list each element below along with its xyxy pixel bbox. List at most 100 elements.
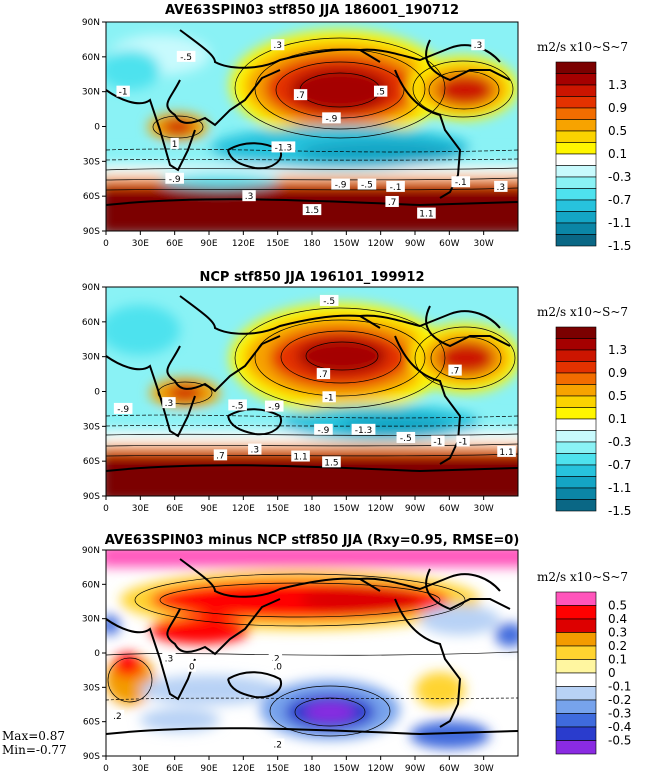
p1-contour-label: 1 [172, 140, 178, 150]
p3-ytick-label: 60S [83, 718, 100, 728]
panel2-unit-label: m2/s x10~S~7 [537, 305, 628, 319]
p2-xtick-label: 90W [405, 504, 425, 514]
p2-contour-label: .3 [250, 446, 259, 456]
p2-contour-label-bg [351, 423, 376, 435]
p1-contour-label-bg [417, 207, 436, 219]
p1-contour-label: -.9 [169, 175, 181, 185]
p2-xtick-label: 120W [368, 504, 394, 514]
p3-colorbar-swatch [555, 686, 597, 701]
p2-contour-label: .7 [319, 370, 328, 380]
p3-contour-label: 0 [189, 663, 195, 673]
p3-xtick-label: 150E [266, 764, 289, 774]
max-stat: Max=0.87 [2, 729, 65, 743]
p2-contour-label: 1.1 [293, 453, 307, 463]
p2-contour-label: .3 [165, 399, 174, 409]
p3-colorbar-swatch [555, 632, 597, 647]
p1-colorbar-label: 0.5 [608, 124, 627, 138]
p2-colorbar-label: 1.3 [608, 343, 627, 357]
p2-colorbar-swatch [555, 361, 597, 374]
p2-contour-label: -.5 [232, 401, 244, 411]
p2-contour-label: -.9 [268, 403, 280, 413]
p2-contour-label-bg [497, 445, 516, 457]
p2-colorbar-swatch [555, 487, 597, 500]
p1-contour-label-bg [385, 195, 399, 207]
p3-xtick-label: 90W [405, 764, 425, 774]
p2-colorbar-swatch [555, 430, 597, 443]
p2-ytick-label: 30S [83, 422, 100, 432]
min-stat: Min=-0.77 [2, 743, 67, 757]
p3-colorbar-swatch [555, 713, 597, 728]
panel3-map [106, 550, 518, 756]
p2-contour-label: -.9 [117, 405, 129, 415]
p3-xtick-label: 30W [473, 764, 493, 774]
p1-ytick-label: 0 [94, 123, 100, 133]
p1-contour-label-bg [386, 180, 405, 192]
p3-contour-label: .2 [113, 712, 122, 722]
p1-ytick-label: 90N [82, 18, 100, 28]
p1-xtick-label: 30W [473, 239, 493, 249]
p3-colorbar-label: 0.2 [608, 639, 627, 653]
p1-xtick-label: 60W [439, 239, 459, 249]
p1-xtick-label: 30E [132, 239, 149, 249]
p1-ytick-label: 90S [83, 227, 100, 237]
p2-ytick-label: 0 [94, 388, 100, 398]
p2-contour-label-bg [319, 294, 339, 306]
p1-colorbar-swatch [555, 107, 597, 120]
p2-colorbar-swatch [555, 338, 597, 351]
p1-contour-label: 1.1 [419, 210, 433, 220]
p1-contour-label-bg [242, 190, 256, 202]
p2-xtick-label: 60E [166, 504, 183, 514]
p3-colorbar-swatch [555, 591, 597, 606]
p3-contour-label-bg [268, 652, 283, 664]
p3-colorbar-label: -0.3 [608, 707, 631, 721]
p1-ytick-label: 30S [83, 157, 100, 167]
p3-contour-label-bg [270, 660, 285, 672]
p2-ytick-label: 60S [83, 457, 100, 467]
p1-xtick-label: 120W [368, 239, 394, 249]
p1-ytick-label: 30N [82, 88, 100, 98]
p1-contour-label-bg [357, 178, 377, 190]
panel3-atlantic-negative [420, 605, 500, 635]
p2-colorbar-swatch [555, 395, 597, 408]
panel3-title: AVE63SPIN03 minus NCP stf850 JJA (Rxy=0.… [105, 533, 520, 548]
p3-xtick-label: 120E [232, 764, 255, 774]
p2-colorbar-label: -0.7 [608, 458, 631, 472]
p2-xtick-label: 60W [439, 504, 459, 514]
p2-colorbar-swatch [555, 476, 597, 489]
p2-contour-label-bg [322, 391, 336, 403]
p1-contour-label: .7 [296, 91, 305, 101]
p3-contour-label-bg [110, 709, 125, 721]
p3-contour-label-bg [162, 652, 176, 664]
p1-contour-label: -.5 [361, 181, 373, 191]
p2-xtick-label: 120E [232, 504, 255, 514]
panel1-title: AVE63SPIN03 stf850 JJA 186001_190712 [165, 3, 459, 18]
p1-colorbar-swatch [555, 84, 597, 97]
p2-xtick-label: 30W [473, 504, 493, 514]
p1-contour-label: -.9 [326, 114, 338, 124]
p1-xtick-label: 150W [333, 239, 359, 249]
p2-contour-label-bg [316, 368, 331, 380]
p3-xtick-label: 0 [103, 764, 109, 774]
p3-colorbar-label: 0.3 [608, 626, 627, 640]
p2-xtick-label: 90E [200, 504, 217, 514]
p1-colorbar-label: -1.5 [608, 239, 631, 253]
p3-colorbar-label: -0.1 [608, 680, 631, 694]
panel3-coastlines [106, 558, 518, 736]
p2-xtick-label: 180 [303, 504, 320, 514]
p1-xtick-label: 60E [166, 239, 183, 249]
p1-ytick-label: 60S [83, 192, 100, 202]
p3-contour-label-bg [270, 738, 285, 750]
p3-colorbar-swatch [555, 605, 597, 620]
p1-contour-label-bg [116, 85, 130, 97]
p1-colorbar-swatch [555, 119, 597, 132]
p2-contour-label-bg [162, 397, 176, 409]
p2-colorbar-swatch [555, 407, 597, 420]
p2-colorbar-swatch [555, 499, 597, 512]
p1-contour-label: .3 [245, 192, 254, 202]
panel3-south-negative [140, 675, 280, 705]
p2-colorbar-swatch [555, 453, 597, 466]
p2-ytick-label: 60N [82, 318, 100, 328]
p2-contour-label-bg [213, 449, 228, 461]
p1-contour-label-bg [494, 180, 508, 192]
p1-contour-label-bg [176, 50, 196, 62]
